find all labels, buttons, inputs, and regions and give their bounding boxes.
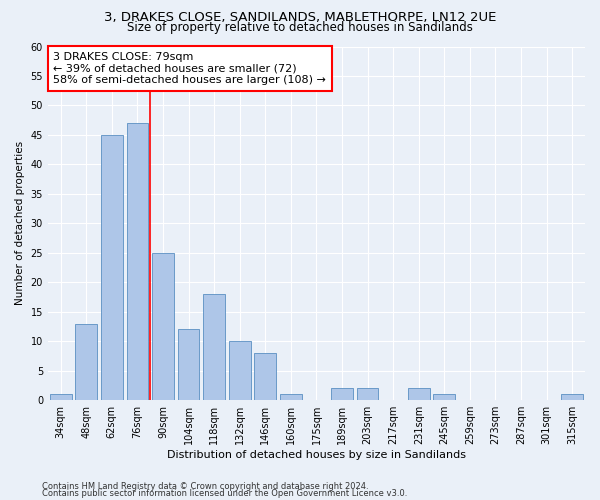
- Bar: [152, 253, 174, 400]
- Bar: [127, 123, 148, 400]
- Bar: [562, 394, 583, 400]
- Bar: [254, 353, 276, 400]
- X-axis label: Distribution of detached houses by size in Sandilands: Distribution of detached houses by size …: [167, 450, 466, 460]
- Bar: [203, 294, 225, 400]
- Bar: [280, 394, 302, 400]
- Bar: [433, 394, 455, 400]
- Text: 3, DRAKES CLOSE, SANDILANDS, MABLETHORPE, LN12 2UE: 3, DRAKES CLOSE, SANDILANDS, MABLETHORPE…: [104, 11, 496, 24]
- Bar: [408, 388, 430, 400]
- Text: Contains public sector information licensed under the Open Government Licence v3: Contains public sector information licen…: [42, 489, 407, 498]
- Text: Size of property relative to detached houses in Sandilands: Size of property relative to detached ho…: [127, 21, 473, 34]
- Bar: [357, 388, 379, 400]
- Bar: [101, 135, 123, 400]
- Text: Contains HM Land Registry data © Crown copyright and database right 2024.: Contains HM Land Registry data © Crown c…: [42, 482, 368, 491]
- Bar: [178, 330, 199, 400]
- Y-axis label: Number of detached properties: Number of detached properties: [15, 142, 25, 306]
- Bar: [76, 324, 97, 400]
- Bar: [331, 388, 353, 400]
- Text: 3 DRAKES CLOSE: 79sqm
← 39% of detached houses are smaller (72)
58% of semi-deta: 3 DRAKES CLOSE: 79sqm ← 39% of detached …: [53, 52, 326, 85]
- Bar: [50, 394, 71, 400]
- Bar: [229, 342, 251, 400]
